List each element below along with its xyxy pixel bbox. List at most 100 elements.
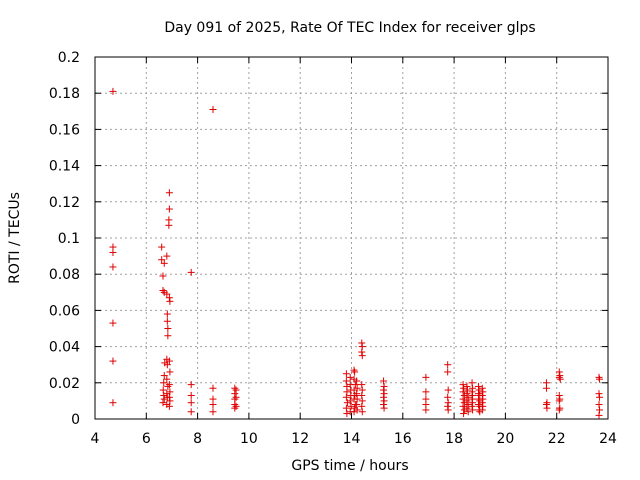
data-point-marker xyxy=(358,352,366,360)
data-point-marker xyxy=(165,205,173,213)
data-point-marker xyxy=(343,388,351,396)
data-point-marker xyxy=(596,393,604,401)
data-point-marker xyxy=(350,386,358,394)
x-tick-label: 10 xyxy=(240,431,258,447)
data-point-marker xyxy=(478,391,486,399)
data-point-marker xyxy=(109,263,117,271)
data-point-marker xyxy=(380,401,388,409)
data-point-marker xyxy=(595,373,603,381)
data-point-marker xyxy=(346,373,354,381)
data-point-marker xyxy=(209,105,217,113)
data-point-marker xyxy=(342,370,350,378)
data-point-marker xyxy=(342,404,350,412)
data-point-marker xyxy=(353,395,361,403)
data-point-marker xyxy=(444,393,452,401)
data-point-marker xyxy=(474,382,482,390)
data-point-marker xyxy=(159,272,167,280)
data-point-marker xyxy=(422,406,430,414)
data-point-marker xyxy=(163,361,171,369)
data-point-marker xyxy=(358,386,366,394)
data-point-marker xyxy=(347,402,355,410)
data-point-marker xyxy=(463,386,471,394)
data-point-marker xyxy=(444,368,452,376)
data-point-marker xyxy=(159,286,167,294)
data-point-marker xyxy=(209,401,217,409)
data-point-marker xyxy=(351,368,359,376)
data-point-marker xyxy=(555,406,563,414)
data-point-marker xyxy=(469,406,477,414)
data-point-marker xyxy=(187,381,195,389)
x-tick-label: 24 xyxy=(599,431,617,447)
data-point-marker xyxy=(109,87,117,95)
data-point-marker xyxy=(109,399,117,407)
data-point-marker xyxy=(160,372,168,380)
data-point-marker xyxy=(556,372,564,380)
data-point-marker xyxy=(164,332,172,340)
data-point-marker xyxy=(358,391,366,399)
data-point-marker xyxy=(353,406,361,414)
data-point-marker xyxy=(165,402,173,410)
x-tick-label: 20 xyxy=(496,431,514,447)
y-tick-label: 0.02 xyxy=(49,376,80,392)
data-point-marker xyxy=(158,243,166,251)
data-point-marker xyxy=(380,393,388,401)
y-tick-label: 0.08 xyxy=(49,267,80,283)
data-point-marker xyxy=(595,411,603,419)
y-tick-label: 0.16 xyxy=(49,122,80,138)
data-point-marker xyxy=(358,348,366,356)
data-point-marker xyxy=(555,397,563,405)
data-point-marker xyxy=(346,397,354,405)
data-point-marker xyxy=(187,268,195,276)
data-point-marker xyxy=(463,390,471,398)
y-tick-label: 0.1 xyxy=(58,231,80,247)
data-point-marker xyxy=(353,390,361,398)
chart-title: Day 091 of 2025, Rate Of TEC Index for r… xyxy=(164,20,535,36)
data-point-marker xyxy=(469,391,477,399)
data-point-marker xyxy=(109,248,117,256)
data-point-marker xyxy=(463,382,471,390)
data-point-marker xyxy=(358,381,366,389)
data-point-marker xyxy=(163,310,171,318)
data-point-marker xyxy=(163,290,171,298)
data-point-marker xyxy=(380,397,388,405)
data-point-marker xyxy=(187,399,195,407)
data-point-marker xyxy=(163,317,171,325)
data-point-marker xyxy=(209,408,217,416)
x-tick-label: 16 xyxy=(394,431,412,447)
data-point-marker xyxy=(165,393,173,401)
data-point-marker xyxy=(380,404,388,412)
data-point-marker xyxy=(232,393,240,401)
x-tick-label: 4 xyxy=(91,431,100,447)
data-point-marker xyxy=(358,408,366,416)
data-point-marker xyxy=(380,386,388,394)
data-point-marker xyxy=(166,368,174,376)
x-tick-labels: 4 6 8 10 12 14 16 18 20 22 24 xyxy=(91,431,617,447)
data-point-marker xyxy=(350,408,358,416)
data-point-marker xyxy=(164,382,172,390)
y-tick-label: 0 xyxy=(71,412,80,428)
x-tick-label: 14 xyxy=(343,431,361,447)
data-point-marker xyxy=(380,390,388,398)
data-point-marker xyxy=(164,325,172,332)
x-tick-label: 8 xyxy=(193,431,202,447)
x-tick-label: 22 xyxy=(548,431,566,447)
data-point-marker xyxy=(475,386,483,394)
data-point-marker xyxy=(595,390,603,398)
data-point-marker xyxy=(474,401,482,409)
data-point-marker xyxy=(163,252,171,260)
data-point-marker xyxy=(542,401,550,409)
data-point-marker xyxy=(459,395,467,403)
data-point-marker xyxy=(353,384,361,392)
data-point-marker xyxy=(109,357,117,365)
x-tick-label: 6 xyxy=(142,431,151,447)
data-point-marker xyxy=(459,388,467,396)
axis-ticks xyxy=(94,56,609,420)
data-point-marker xyxy=(165,381,173,389)
data-point-marker xyxy=(109,319,117,327)
y-tick-label: 0.14 xyxy=(49,159,80,175)
data-point-marker xyxy=(358,402,366,410)
data-point-marker xyxy=(160,259,168,267)
data-point-marker xyxy=(343,410,351,418)
